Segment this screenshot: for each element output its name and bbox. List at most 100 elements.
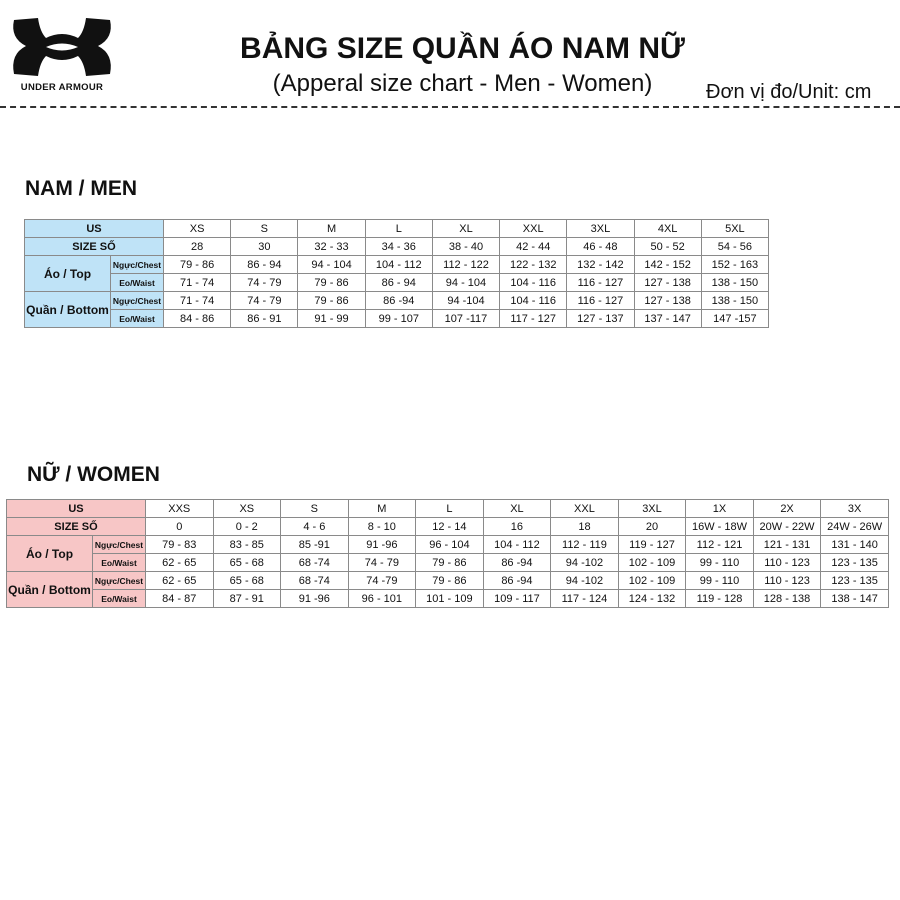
size-header-cell: 5XL: [700, 219, 770, 238]
size-value-cell: 79 - 83: [145, 535, 214, 554]
page-subtitle: (Apperal size chart - Men - Women): [272, 70, 653, 97]
size-value-cell: 124 - 132: [617, 589, 687, 608]
size-value-cell: 142 - 152: [633, 255, 702, 274]
size-value-cell: 112 - 122: [431, 255, 501, 274]
size-value-cell: 94 - 104: [431, 273, 501, 292]
size-value-cell: 4 - 6: [280, 517, 349, 536]
size-value-cell: 101 - 109: [415, 589, 484, 608]
bottom-group-label: Quần / Bottom: [6, 571, 93, 608]
size-value-cell: 94 -102: [550, 553, 619, 572]
size-value-cell: 104 - 112: [482, 535, 552, 554]
size-header-cell: M: [347, 499, 417, 518]
size-value-cell: 137 - 147: [633, 309, 702, 328]
top-group-label: Áo / Top: [24, 255, 111, 292]
size-value-cell: 86 -94: [482, 571, 552, 590]
size-value-cell: 132 - 142: [566, 255, 635, 274]
size-value-cell: 99 - 110: [685, 571, 754, 590]
size-value-cell: 121 - 131: [752, 535, 822, 554]
size-value-cell: 104 - 112: [364, 255, 433, 274]
size-value-cell: 32 - 33: [297, 237, 366, 256]
bottom-waist-label: Eo/Waist: [92, 589, 146, 608]
table-row-top-chest: Áo / Top Ngực/Chest 79 - 83 83 - 85 85 -91 91…: [6, 535, 889, 572]
size-value-cell: 138 - 147: [820, 589, 889, 608]
size-header-cell: 4XL: [633, 219, 702, 238]
size-label: SIZE SỐ: [6, 517, 146, 536]
table-row-bottom-waist: Eo/Waist 84 - 87 87 - 91 91 -96 96 - 101 101 …: [7, 589, 889, 608]
size-header-cell: S: [230, 219, 299, 238]
size-value-cell: 123 - 135: [820, 553, 889, 572]
size-value-cell: 71 - 74: [162, 291, 232, 310]
size-value-cell: 74 -79: [347, 571, 417, 590]
us-label: US: [6, 499, 146, 518]
size-value-cell: 117 - 127: [499, 309, 568, 328]
men-heading: NAM / MEN: [25, 177, 137, 200]
size-value-cell: 86 -94: [482, 553, 552, 572]
bottom-group-label: Quần / Bottom: [24, 291, 111, 328]
size-value-cell: 138 - 150: [700, 273, 770, 292]
size-value-cell: 74 - 79: [230, 291, 299, 310]
size-value-cell: 50 - 52: [633, 237, 702, 256]
size-header-cell: L: [364, 219, 433, 238]
size-value-cell: 147 -157: [700, 309, 770, 328]
size-value-cell: 68 -74: [280, 571, 349, 590]
size-value-cell: 112 - 121: [685, 535, 754, 554]
size-header-cell: XS: [212, 499, 282, 518]
bottom-chest-label: Ngực/Chest: [110, 291, 164, 310]
size-value-cell: 119 - 127: [617, 535, 687, 554]
table-row-top-waist: Eo/Waist 71 - 74 74 - 79 79 - 86 86 - 94 94 -…: [25, 273, 770, 292]
size-value-cell: 79 - 86: [415, 553, 484, 572]
size-header-cell: L: [415, 499, 484, 518]
size-value-cell: 54 - 56: [700, 237, 770, 256]
size-value-cell: 138 - 150: [700, 291, 770, 310]
table-row-top-chest: Áo / Top Ngực/Chest 79 - 86 86 - 94 94 - 104…: [24, 255, 770, 292]
size-value-cell: 110 - 123: [752, 571, 822, 590]
size-value-cell: 79 - 86: [297, 273, 366, 292]
women-heading: NỮ / WOMEN: [27, 463, 160, 486]
size-value-cell: 131 - 140: [820, 535, 889, 554]
size-value-cell: 107 -117: [431, 309, 501, 328]
size-header-cell: 3X: [820, 499, 889, 518]
size-header-cell: XXS: [145, 499, 214, 518]
bottom-chest-label: Ngực/Chest: [92, 571, 146, 590]
size-value-cell: 84 - 87: [145, 589, 214, 608]
size-value-cell: 16: [482, 517, 552, 536]
size-value-cell: 86 -94: [364, 291, 433, 310]
size-value-cell: 116 - 127: [566, 273, 635, 292]
size-value-cell: 79 - 86: [415, 571, 484, 590]
size-value-cell: 116 - 127: [566, 291, 635, 310]
size-value-cell: 79 - 86: [297, 291, 366, 310]
size-header-cell: XXL: [499, 219, 568, 238]
size-value-cell: 112 - 119: [550, 535, 619, 554]
size-value-cell: 16W - 18W: [685, 517, 754, 536]
size-value-cell: 94 - 104: [297, 255, 366, 274]
size-value-cell: 65 - 68: [212, 553, 282, 572]
size-value-cell: 104 - 116: [499, 291, 568, 310]
size-value-cell: 85 -91: [280, 535, 349, 554]
table-row-bottom-chest: Quần / Bottom Ngực/Chest 62 - 65 65 - 68 68 …: [6, 571, 889, 608]
size-value-cell: 62 - 65: [145, 553, 214, 572]
size-header-cell: XXL: [550, 499, 619, 518]
top-group-label: Áo / Top: [6, 535, 93, 572]
men-size-table: US XS S M L XL XXL 3XL 4XL 5XL SIZE SỐ 28 30 32 - 33 3…: [24, 219, 770, 328]
top-waist-label: Eo/Waist: [110, 273, 164, 292]
size-header-cell: XL: [431, 219, 501, 238]
table-row-us: US XS S M L XL XXL 3XL 4XL 5XL: [24, 219, 770, 238]
size-value-cell: 96 - 104: [415, 535, 484, 554]
size-value-cell: 152 - 163: [700, 255, 770, 274]
top-waist-label: Eo/Waist: [92, 553, 146, 572]
size-value-cell: 0 - 2: [212, 517, 282, 536]
under-armour-logo-icon: [13, 18, 111, 76]
size-value-cell: 20: [617, 517, 687, 536]
size-value-cell: 110 - 123: [752, 553, 822, 572]
size-header-cell: XL: [482, 499, 552, 518]
size-value-cell: 79 - 86: [162, 255, 232, 274]
logo-text: UNDER ARMOUR: [20, 82, 104, 93]
size-value-cell: 83 - 85: [212, 535, 282, 554]
size-value-cell: 117 - 124: [550, 589, 619, 608]
size-value-cell: 42 - 44: [499, 237, 568, 256]
size-value-cell: 84 - 86: [162, 309, 232, 328]
table-row-bottom-waist: Eo/Waist 84 - 86 86 - 91 91 - 99 99 - 107 107…: [25, 309, 770, 328]
table-row-us: US XXS XS S M L XL XXL 3XL 1X 2X 3X: [6, 499, 889, 518]
table-row-bottom-chest: Quần / Bottom Ngực/Chest 71 - 74 74 - 79 79 …: [24, 291, 770, 328]
